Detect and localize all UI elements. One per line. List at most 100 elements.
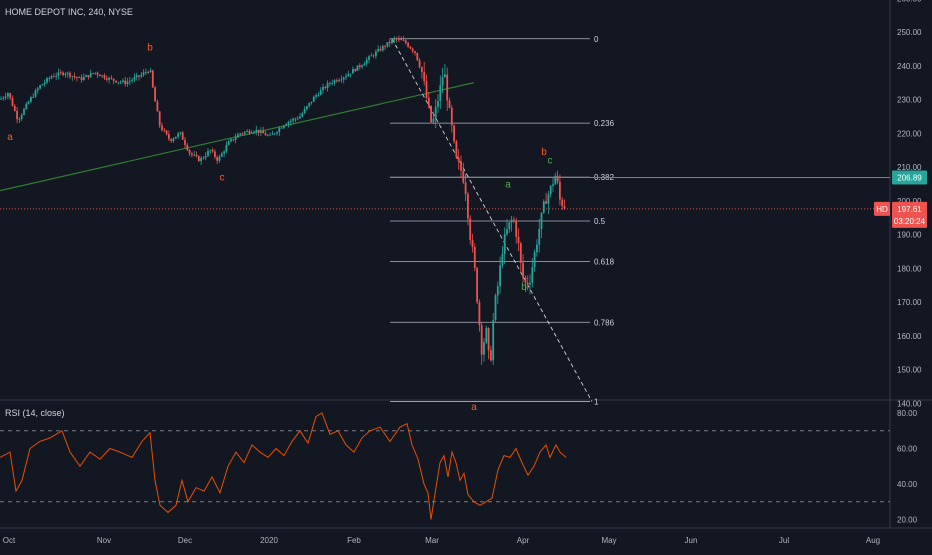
candle-body: [193, 154, 196, 156]
rsi-scale[interactable]: 80.00 60.00 40.00 20.00: [897, 409, 918, 525]
candle-body: [147, 72, 150, 73]
horizontal-levels[interactable]: [0, 176, 890, 210]
candle-body: [285, 124, 288, 126]
candle-body: [276, 132, 278, 134]
candle-body: [260, 130, 262, 133]
candle-body: [234, 137, 237, 140]
candle-body: [517, 236, 520, 244]
time-tick-label: Apr: [517, 536, 530, 545]
level-value-badge: [892, 170, 927, 185]
candle-body: [384, 46, 386, 47]
wave-label: c: [220, 173, 225, 184]
price-tick-label: 190.00: [897, 231, 922, 240]
candle-body: [154, 87, 156, 102]
candle-body: [363, 63, 366, 66]
candle-body: [427, 97, 430, 106]
candle-body: [94, 72, 97, 74]
candle-body: [296, 118, 299, 120]
price-tick-label: 210.00: [897, 163, 922, 172]
candle-body: [503, 234, 506, 254]
candle-body: [421, 67, 423, 73]
candle-body: [487, 327, 490, 351]
time-tick-label: May: [601, 536, 616, 545]
candle-body: [257, 129, 260, 133]
time-tick-label: Nov: [97, 536, 111, 545]
candle-body: [108, 77, 110, 80]
rsi-tick-label: 20.00: [897, 516, 918, 525]
price-tick-label: 140.00: [897, 399, 922, 408]
rsi-series[interactable]: [0, 412, 890, 520]
candle-body: [103, 75, 106, 79]
candle-body: [128, 80, 131, 82]
candle-body: [483, 342, 485, 355]
candle-body: [53, 76, 55, 78]
price-tick-label: 260.00: [897, 0, 922, 3]
fib-trend-line[interactable]: [391, 38, 593, 402]
candle-body: [4, 96, 7, 98]
candle-body: [552, 184, 554, 186]
symbol-badge-text: HD: [876, 205, 888, 214]
candle-body: [165, 130, 168, 135]
candle-body: [78, 77, 81, 79]
candle-body: [218, 156, 221, 161]
time-scale[interactable]: Oct Nov Dec 2020 Feb Mar Apr May Jun Jul Aug: [3, 536, 880, 545]
candle-body: [450, 107, 453, 126]
candle-body: [372, 55, 375, 57]
candle-body: [191, 153, 193, 155]
candle-body: [538, 229, 541, 245]
candle-body: [126, 81, 129, 85]
candle-body: [381, 46, 384, 51]
candle-body: [188, 149, 191, 154]
price-tick-label: 180.00: [897, 264, 922, 273]
candle-body: [170, 138, 173, 141]
rsi-title: RSI (14, close): [5, 408, 65, 418]
candle-body: [156, 101, 159, 112]
candle-body: [266, 135, 269, 136]
candle-body: [434, 106, 437, 119]
candle-body: [345, 76, 347, 78]
time-tick-label: Mar: [425, 536, 439, 545]
candle-body: [255, 129, 258, 132]
candle-body: [149, 70, 152, 73]
candle-body: [333, 80, 336, 83]
candle-body: [186, 144, 189, 150]
price-tick-label: 200.00: [897, 197, 922, 206]
level-value-text: 206.89: [897, 173, 922, 182]
candle-body: [485, 327, 488, 343]
candle-body: [388, 42, 391, 44]
candle-body: [76, 76, 78, 78]
candle-body: [306, 106, 308, 110]
candle-body: [27, 101, 30, 104]
price-tick-label: 250.00: [897, 28, 922, 37]
candle-body: [138, 75, 140, 77]
candle-body: [280, 127, 283, 129]
candle-body: [379, 48, 382, 51]
candle-body: [469, 218, 472, 240]
candlestick-series[interactable]: [0, 35, 566, 366]
candle-body: [23, 108, 25, 115]
candle-body: [158, 111, 161, 126]
time-tick-label: Aug: [866, 536, 880, 545]
candle-body: [301, 113, 304, 117]
candle-body: [395, 38, 398, 40]
price-badges: 206.89 HD 197.61 03:20:24: [874, 170, 927, 228]
candle-body: [13, 105, 16, 111]
price-tick-label: 220.00: [897, 129, 922, 138]
candle-body: [32, 96, 35, 98]
rsi-line[interactable]: [0, 412, 567, 520]
candle-body: [294, 118, 297, 120]
candle-body: [117, 81, 120, 83]
candle-body: [161, 125, 163, 131]
candle-body: [214, 151, 216, 157]
candle-body: [536, 244, 538, 253]
wave-label: a: [471, 402, 477, 413]
candle-body: [151, 70, 154, 88]
candle-body: [338, 80, 340, 82]
candle-body: [335, 80, 338, 82]
symbol-badge: [874, 201, 890, 216]
candle-body: [25, 103, 28, 109]
price-scale[interactable]: 260.00 250.00 240.00 230.00 220.00 210.00 200.…: [897, 0, 922, 408]
